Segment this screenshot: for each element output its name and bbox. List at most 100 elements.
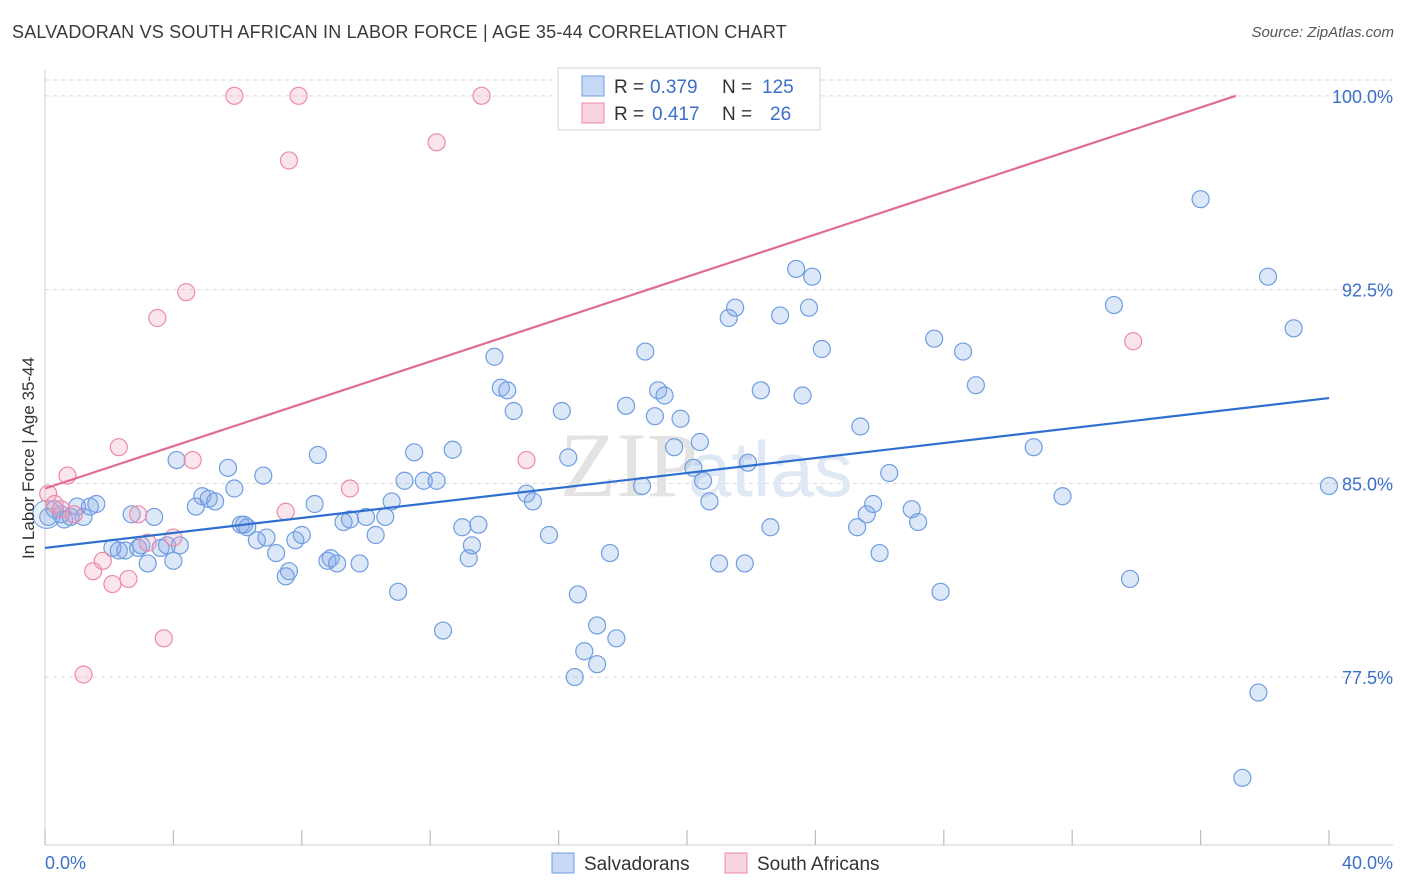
salvadoran-point: [925, 329, 944, 348]
watermark-zip: ZIP: [560, 414, 698, 516]
salvadoran-point: [308, 445, 327, 465]
south-african-point: [1124, 332, 1143, 351]
salvadoran-point: [382, 492, 401, 511]
salvadoran-point: [128, 538, 148, 558]
salvadoran-point: [405, 443, 424, 462]
salvadoran-point: [254, 466, 273, 485]
salvadoran-point: [751, 381, 770, 400]
y-tick-label: 92.5%: [1342, 281, 1393, 301]
legend-box: R = 0.379 N = 125 R = 0.417 N = 26: [557, 67, 821, 131]
salvadoran-point: [539, 525, 559, 545]
south-african-point: [340, 479, 360, 498]
salvadorans-points: [32, 190, 1339, 787]
salvadoran-point: [1053, 487, 1072, 506]
trend-lines: [44, 94, 1330, 550]
salvadoran-point: [504, 401, 523, 421]
salvadorans-trend-line: [44, 396, 1330, 550]
salvadoran-point: [145, 507, 164, 527]
salvadoran-point: [588, 655, 607, 674]
salvadoran-point: [726, 298, 745, 317]
salvadoran-point: [735, 554, 754, 573]
salvadoran-point: [469, 515, 488, 534]
south-african-point: [154, 629, 173, 648]
south-african-point: [39, 484, 58, 503]
salvadoran-point: [498, 381, 517, 400]
salvadoran-point: [1191, 190, 1210, 209]
salvadoran-point: [616, 396, 636, 415]
salvadoran-point: [787, 259, 806, 279]
salvadoran-point: [655, 386, 674, 405]
bottom-legend-swatch-salvadorans: [551, 852, 575, 874]
salvadoran-point: [225, 479, 244, 498]
salvadoran-point: [793, 386, 812, 405]
salvadoran-point: [848, 518, 867, 537]
legend-n-label-south-africans: N =: [722, 104, 752, 125]
south-african-point: [276, 502, 295, 521]
salvadoran-point: [1104, 295, 1124, 315]
source-label: Source: ZipAtlas.com: [1251, 24, 1394, 41]
salvadoran-point: [122, 505, 141, 524]
legend-swatch-salvadorans: [581, 75, 605, 97]
south-african-point: [128, 505, 148, 524]
south-african-point: [183, 450, 202, 470]
salvadoran-point: [1258, 267, 1278, 286]
y-tick-label: 85.0%: [1342, 474, 1393, 494]
salvadoran-point: [665, 438, 684, 457]
legend-n-salvadorans: 125: [762, 77, 794, 98]
south-african-point: [517, 450, 536, 470]
salvadoran-point: [427, 471, 446, 490]
salvadoran-point: [552, 401, 571, 421]
salvadoran-point: [803, 267, 822, 286]
salvadoran-point: [356, 507, 376, 527]
bottom-legend: Salvadorans South Africans: [551, 852, 880, 875]
salvadoran-point: [395, 471, 414, 490]
salvadoran-point: [328, 554, 347, 573]
salvadoran-point: [799, 298, 819, 317]
salvadoran-point: [433, 621, 453, 640]
legend-r-label-south-africans: R =: [614, 104, 644, 125]
legend-n-label-salvadorans: N =: [722, 77, 752, 98]
salvadoran-point: [636, 342, 655, 361]
salvadoran-point: [485, 347, 504, 366]
salvadoran-point: [443, 440, 462, 459]
salvadoran-point: [770, 306, 790, 325]
x-tick-label-max: 40.0%: [1342, 853, 1393, 873]
legend-frame: [557, 67, 821, 131]
south-african-point: [177, 283, 196, 302]
bottom-legend-label-south-africans: South Africans: [757, 854, 880, 875]
south-africans-trend-line: [44, 94, 1237, 490]
salvadoran-point: [276, 567, 295, 586]
salvadoran-point: [812, 339, 831, 359]
salvadoran-point: [87, 494, 106, 514]
salvadoran-point: [565, 667, 584, 687]
salvadoran-point: [575, 642, 594, 661]
south-african-point: [225, 86, 244, 105]
bottom-legend-swatch-south-africans: [724, 852, 748, 874]
chart-title: SALVADORAN VS SOUTH AFRICAN IN LABOR FOR…: [12, 22, 787, 42]
salvadoran-point: [600, 543, 620, 563]
x-ticks: [44, 830, 1330, 845]
salvadoran-point: [279, 562, 299, 581]
salvadoran-point: [1284, 319, 1303, 338]
salvadoran-point: [709, 554, 729, 573]
x-tick-label-min: 0.0%: [45, 853, 86, 873]
y-tick-labels: 77.5% 85.0% 92.5% 100.0%: [1332, 87, 1393, 688]
salvadoran-point: [167, 450, 186, 470]
south-african-point: [289, 86, 308, 105]
salvadoran-point: [909, 512, 928, 532]
salvadoran-point: [857, 505, 876, 524]
salvadoran-point: [1120, 569, 1140, 589]
salvadoran-point: [966, 376, 986, 395]
salvadoran-point: [880, 463, 899, 483]
salvadoran-point: [138, 554, 157, 573]
salvadoran-point: [350, 554, 369, 573]
legend-r-label-salvadorans: R =: [614, 77, 644, 98]
legend-r-salvadorans: 0.379: [650, 77, 698, 98]
south-african-point: [103, 574, 122, 594]
salvadoran-point: [693, 471, 713, 490]
salvadoran-point: [523, 492, 543, 511]
axes: [44, 70, 1393, 846]
salvadoran-point: [931, 582, 950, 601]
salvadoran-point: [292, 525, 311, 545]
